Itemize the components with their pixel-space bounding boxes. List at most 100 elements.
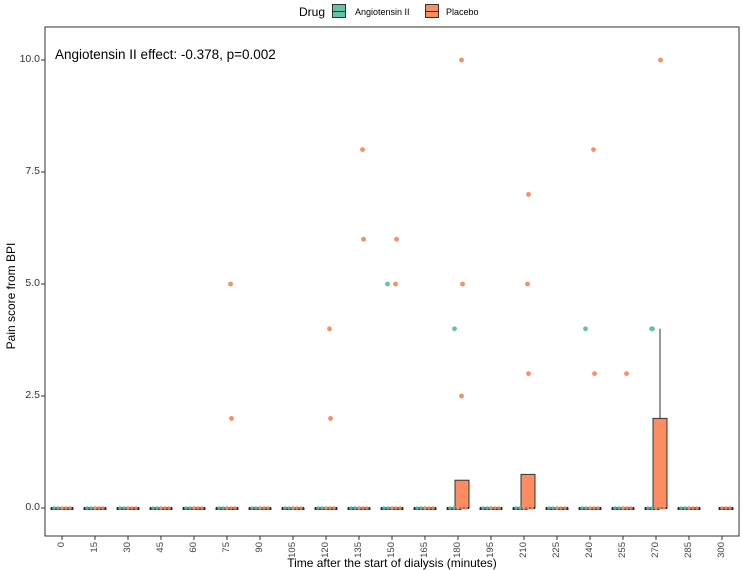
zero-point — [695, 506, 699, 510]
x-tick-label: 285 — [683, 542, 694, 558]
zero-point — [134, 506, 138, 510]
zero-point — [679, 506, 683, 510]
zero-point — [130, 506, 134, 510]
outlier-point — [361, 236, 366, 242]
zero-point — [365, 506, 369, 510]
zero-point — [93, 506, 97, 510]
x-tick-label: 120 — [320, 542, 331, 558]
zero-point — [563, 506, 567, 510]
y-tick-label: 5.0 — [25, 277, 40, 289]
zero-point — [526, 506, 530, 510]
zero-point — [287, 506, 291, 510]
box — [454, 479, 470, 509]
zero-point — [291, 506, 295, 510]
y-tick-label: 7.5 — [25, 165, 40, 177]
x-tick-label: 210 — [518, 542, 529, 558]
y-tick-label: 10.0 — [19, 53, 40, 65]
zero-point — [481, 506, 485, 510]
x-tick-label: 255 — [617, 542, 628, 558]
zero-point — [184, 506, 188, 510]
box — [520, 473, 536, 509]
x-tick-label: 180 — [452, 542, 463, 558]
zero-point — [456, 506, 460, 510]
zero-point — [221, 506, 225, 510]
zero-point — [295, 506, 299, 510]
x-tick-label: 60 — [188, 542, 199, 553]
outlier-point — [393, 281, 398, 287]
outlier-point — [591, 147, 596, 153]
zero-point — [167, 506, 171, 510]
outlier-point — [328, 416, 333, 421]
zero-point — [596, 506, 600, 510]
outlier-point — [649, 326, 654, 332]
plot-panel — [44, 26, 740, 537]
outlier-point — [327, 326, 332, 332]
zero-point — [555, 506, 559, 510]
x-tick-label: 105 — [287, 542, 298, 558]
zero-point — [431, 506, 435, 510]
zero-point — [382, 506, 386, 510]
zero-point — [650, 506, 654, 510]
zero-point — [217, 506, 221, 510]
zero-point — [588, 506, 592, 510]
y-tick-label: 2.5 — [25, 389, 40, 401]
zero-point — [266, 506, 270, 510]
legend-label-angiotensin: Angiotensin II — [355, 7, 410, 17]
y-axis-title-wrap: Pain score from BPI — [3, 243, 19, 350]
x-tick-label: 0 — [56, 542, 67, 548]
zero-point — [332, 506, 336, 510]
zero-point — [159, 506, 163, 510]
zero-point — [163, 506, 167, 510]
zero-point — [196, 506, 200, 510]
zero-point — [122, 506, 126, 510]
zero-point — [56, 506, 60, 510]
zero-point — [423, 506, 427, 510]
zero-point — [361, 506, 365, 510]
outlier-point — [526, 371, 531, 376]
chart-marks — [41, 57, 734, 540]
x-tick-label: 225 — [551, 542, 562, 558]
zero-point — [530, 506, 534, 510]
outlier-point — [658, 57, 663, 63]
legend-key-placebo — [425, 4, 439, 18]
zero-point — [452, 506, 456, 510]
zero-point — [357, 506, 361, 510]
zero-point — [250, 506, 254, 510]
zero-point — [299, 506, 303, 510]
zero-point — [654, 506, 658, 510]
zero-point — [584, 506, 588, 510]
outlier-point — [229, 416, 234, 421]
outlier-point — [459, 57, 464, 63]
effect-annotation: Angiotensin II effect: -0.378, p=0.002 — [55, 47, 276, 62]
zero-point — [415, 506, 419, 510]
zero-point — [658, 506, 662, 510]
zero-point — [262, 506, 266, 510]
zero-point — [464, 506, 468, 510]
zero-point — [547, 506, 551, 510]
zero-point — [580, 506, 584, 510]
outlier-point — [592, 371, 597, 376]
zero-point — [349, 506, 353, 510]
zero-point — [683, 506, 687, 510]
outlier-point — [394, 236, 399, 242]
zero-point — [151, 506, 155, 510]
zero-point — [621, 506, 625, 510]
zero-point — [126, 506, 130, 510]
zero-point — [720, 506, 724, 510]
outlier-point — [459, 393, 464, 399]
zero-point — [390, 506, 394, 510]
outlier-point — [360, 147, 365, 153]
zero-point — [518, 506, 522, 510]
zero-point — [64, 506, 68, 510]
y-tick-label: 0.0 — [25, 501, 40, 513]
box — [652, 417, 668, 509]
zero-point — [646, 506, 650, 510]
legend-label-placebo: Placebo — [446, 7, 479, 17]
zero-point — [514, 506, 518, 510]
zero-point — [522, 506, 526, 510]
x-tick-label: 15 — [89, 542, 100, 553]
zero-point — [60, 506, 64, 510]
zero-point — [89, 506, 93, 510]
zero-point — [691, 506, 695, 510]
